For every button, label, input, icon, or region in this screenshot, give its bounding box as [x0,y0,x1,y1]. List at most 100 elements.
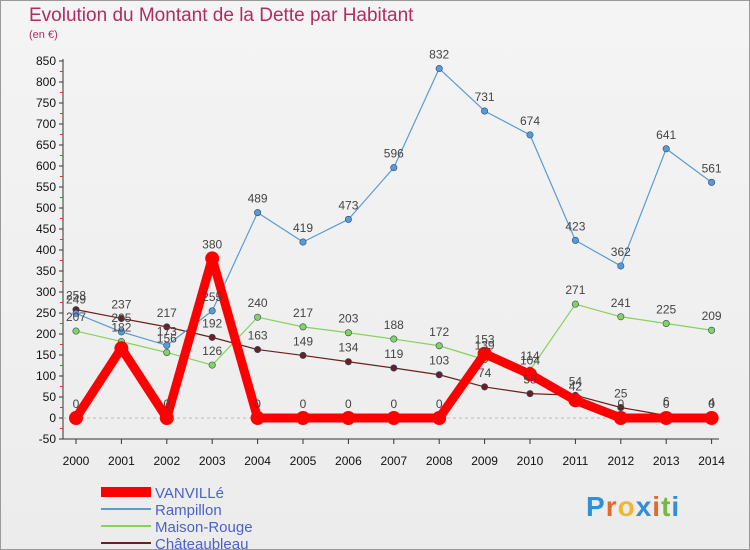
data-point [163,323,171,331]
data-point [390,335,398,343]
legend-swatch [101,487,151,497]
data-label: 0 [390,397,397,411]
data-point [254,313,262,321]
data-label: 126 [202,344,222,358]
data-point [163,341,171,349]
data-point [208,333,216,341]
data-label: 241 [611,296,631,310]
data-label: 103 [429,354,449,368]
y-tick-label: 250 [36,306,56,320]
data-point [163,348,171,356]
legend-label: VANVILLé [155,485,224,502]
x-tick-label: 2011 [562,454,588,468]
data-label: 192 [202,316,222,330]
data-label: 0 [163,397,170,411]
data-point [299,351,307,359]
data-point [72,309,80,317]
data-point [341,411,356,425]
data-point [526,390,534,398]
data-point [571,300,579,308]
data-label: 172 [429,325,449,339]
chart-title: Evolution du Montant de la Dette par Hab… [29,5,414,26]
logo-letter: i [671,491,681,522]
data-label: 561 [702,161,722,175]
data-point [526,131,534,139]
data-label: 255 [202,290,222,304]
y-tick-label: 300 [36,285,56,299]
data-point [481,383,489,391]
data-point [613,411,628,425]
data-point [344,358,352,366]
x-tick-label: 2001 [108,454,135,468]
x-tick-label: 2000 [63,454,90,468]
data-label: 139 [475,339,495,353]
data-point [617,313,625,321]
data-point [708,326,716,334]
y-tick-label: -50 [39,432,57,446]
x-tick-label: 2009 [471,454,498,468]
x-tick-label: 2007 [380,454,407,468]
y-tick-label: 650 [36,138,56,152]
logo-letter: P [586,491,606,522]
data-label: 217 [157,306,177,320]
data-label: 0 [254,397,261,411]
data-point [523,367,537,382]
x-tick-label: 2008 [426,454,453,468]
data-label: 203 [338,312,358,326]
data-point [117,328,125,336]
y-tick-label: 450 [36,222,56,236]
x-tick-label: 2013 [653,454,680,468]
data-label: 54 [569,374,583,388]
data-label: 489 [248,192,268,206]
y-tick-label: 500 [36,201,56,215]
data-point [435,371,443,379]
data-point [254,346,262,354]
data-label: 0 [345,397,352,411]
data-point [299,323,307,331]
data-label: 114 [520,349,539,363]
data-label: 271 [565,283,585,297]
data-label: 240 [248,296,268,310]
x-tick-label: 2002 [153,454,180,468]
logo-letter: o [617,491,636,522]
data-point [617,403,625,411]
data-label: 134 [338,341,358,355]
data-label: 149 [293,334,313,348]
data-point [617,262,625,270]
legend-label: Maison-Rouge [155,519,253,536]
data-label: 0 [73,397,80,411]
unit-label: (en €) [29,29,58,41]
data-label: 641 [656,128,676,142]
x-tick-label: 2003 [199,454,226,468]
data-point [390,364,398,372]
data-point [435,65,443,73]
data-point [435,342,443,350]
data-point [72,327,80,335]
data-point [659,411,674,425]
y-tick-label: 400 [36,243,56,257]
y-tick-label: 200 [36,327,56,341]
data-label: 225 [656,303,676,317]
y-tick-label: 50 [43,390,57,404]
data-label: 362 [611,245,631,259]
data-point [208,361,216,369]
data-point [390,164,398,172]
x-tick-label: 2014 [698,454,725,468]
data-label: 473 [338,198,358,212]
x-tick-label: 2006 [335,454,362,468]
data-label: 423 [565,219,585,233]
data-label: 0 [663,397,670,411]
data-label: 217 [293,306,313,320]
data-point [568,393,583,408]
y-tick-label: 850 [36,54,56,68]
data-label: 596 [384,147,404,161]
data-label: 419 [293,221,313,235]
logo-letter: x [635,491,653,522]
data-label: 188 [384,318,404,332]
y-tick-label: 750 [36,96,56,110]
data-point [662,145,670,153]
y-tick-label: 150 [36,348,56,362]
x-tick-label: 2005 [290,454,317,468]
